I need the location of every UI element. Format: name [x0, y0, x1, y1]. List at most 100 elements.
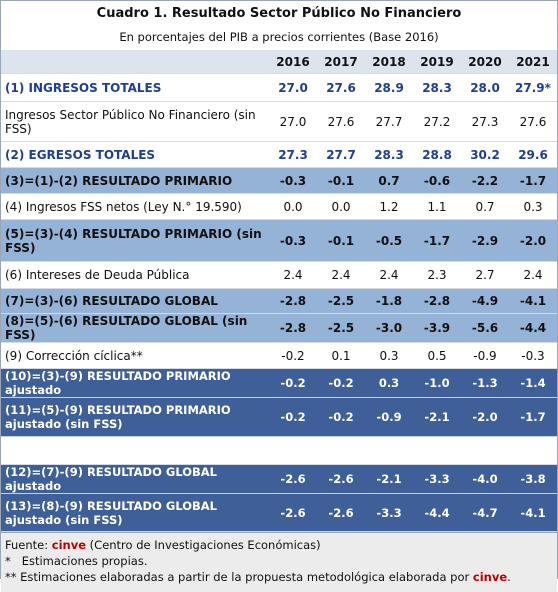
row-label: (6) Intereses de Deuda Pública [1, 261, 269, 289]
row: (4) Ingresos FSS netos (Ley N.° 19.590) 0… [1, 193, 557, 220]
cell: -2.2 [461, 167, 509, 194]
cell: -2.6 [317, 464, 365, 494]
cell: 28.0 [461, 73, 509, 102]
column-header: 2016 [269, 50, 317, 74]
column-header: 2019 [413, 50, 461, 74]
cell: 27.6 [317, 73, 365, 102]
cell: -1.7 [509, 167, 557, 194]
cell: -2.8 [413, 288, 461, 314]
row-label: (12)=(7)-(9) RESULTADO GLOBAL ajustado [1, 464, 269, 494]
row-label: (5)=(3)-(4) RESULTADO PRIMARIO (sin FSS) [1, 219, 269, 262]
cell: -2.8 [269, 313, 317, 343]
cell: 28.8 [413, 141, 461, 168]
cell: -2.9 [461, 219, 509, 262]
cell: -2.0 [461, 397, 509, 437]
cell: -4.4 [413, 493, 461, 532]
row: (8)=(5)-(6) RESULTADO GLOBAL (sin FSS) -2… [1, 313, 557, 343]
cell: 28.9 [365, 73, 413, 102]
cell: -2.0 [509, 219, 557, 262]
cell: -3.8 [509, 464, 557, 494]
cell: -0.5 [365, 219, 413, 262]
row: (5)=(3)-(4) RESULTADO PRIMARIO (sin FSS)… [1, 219, 557, 262]
cell: -2.6 [317, 493, 365, 532]
cell: -3.9 [413, 313, 461, 343]
row-label: (11)=(5)-(9) RESULTADO PRIMARIO ajustado… [1, 397, 269, 437]
cell: -4.9 [461, 288, 509, 314]
cell: 0.7 [365, 167, 413, 194]
row-label: (1) INGRESOS TOTALES [1, 73, 269, 102]
cell: -3.3 [365, 493, 413, 532]
row: (11)=(5)-(9) RESULTADO PRIMARIO ajustado… [1, 397, 557, 437]
cell: 2.7 [461, 261, 509, 289]
row: (12)=(7)-(9) RESULTADO GLOBAL ajustado -2… [1, 464, 557, 494]
cell: -2.6 [269, 493, 317, 532]
cell: -1.3 [461, 368, 509, 398]
cell: 2.4 [317, 261, 365, 289]
cell: -2.8 [269, 288, 317, 314]
text: (Centro de Investigaciones Económicas) [86, 538, 321, 552]
note: * Estimaciones propias. [5, 554, 148, 568]
cell: 2.4 [509, 261, 557, 289]
title: Cuadro 1. Resultado Sector Público No Fi… [96, 6, 462, 21]
row-label: (9) Corrección cíclica** [1, 342, 269, 369]
cell: -1.4 [509, 368, 557, 398]
row-label: Ingresos Sector Público No Financiero (s… [1, 101, 269, 142]
cell: 27.2 [413, 101, 461, 142]
cell: -2.5 [317, 313, 365, 343]
cell: -2.6 [269, 464, 317, 494]
cell: 27.6 [317, 101, 365, 142]
cell: 30.2 [461, 141, 509, 168]
org: cinve [472, 570, 508, 584]
row: (1) INGRESOS TOTALES 27.0 27.6 28.9 28.3 28.0… [1, 73, 557, 102]
cell: -4.0 [461, 464, 509, 494]
cell: -3.0 [365, 313, 413, 343]
cell: 0.7 [461, 193, 509, 220]
cell: -0.3 [269, 219, 317, 262]
cell: -2.5 [317, 288, 365, 314]
corner [1, 50, 269, 74]
cell: 27.7 [317, 141, 365, 168]
row: (6) Intereses de Deuda Pública 2.4 2.4 2.4 2… [1, 261, 557, 289]
cell: 2.4 [269, 261, 317, 289]
cell: -4.1 [509, 288, 557, 314]
cell: 28.3 [413, 73, 461, 102]
row-label: (3)=(1)-(2) RESULTADO PRIMARIO [1, 167, 269, 194]
column-header: 2018 [365, 50, 413, 74]
cell: -2.1 [413, 397, 461, 437]
cell: 29.6 [509, 141, 557, 168]
cell: -4.1 [509, 493, 557, 532]
column-header: 2021 [509, 50, 557, 74]
cell: 27.6 [509, 101, 557, 142]
cell: 27.3 [461, 101, 509, 142]
row-label: (10)=(3)-(9) RESULTADO PRIMARIO ajustado [1, 368, 269, 398]
cell: -4.4 [509, 313, 557, 343]
cell: 2.4 [365, 261, 413, 289]
column-header: 2017 [317, 50, 365, 74]
cell: -2.1 [365, 464, 413, 494]
cell: 27.0 [269, 101, 317, 142]
cell: -0.9 [461, 342, 509, 369]
cell: 1.1 [413, 193, 461, 220]
cell: 0.3 [365, 368, 413, 398]
cell: 0.0 [269, 193, 317, 220]
cell: -0.2 [317, 397, 365, 437]
row-label: (7)=(3)-(6) RESULTADO GLOBAL [1, 288, 269, 314]
text: ** Estimaciones elaboradas a partir de l… [5, 570, 473, 584]
row-label: (8)=(5)-(6) RESULTADO GLOBAL (sin FSS) [1, 313, 269, 343]
cell: -0.2 [317, 368, 365, 398]
data-table: 2016 2017 2018 2019 2020 2021 (1) INGRESOS TOT… [1, 50, 557, 532]
row-label: (2) EGRESOS TOTALES [1, 141, 269, 168]
text: Fuente: [5, 538, 52, 552]
org: cinve [51, 538, 87, 552]
cell: 28.3 [365, 141, 413, 168]
cell: 27.0 [269, 73, 317, 102]
row: (13)=(8)-(9) RESULTADO GLOBAL ajustado (… [1, 493, 557, 532]
cell: -0.2 [269, 397, 317, 437]
cell: 0.3 [365, 342, 413, 369]
cell: 27.9* [509, 73, 557, 102]
spacer-row [1, 436, 557, 465]
cell: -1.7 [509, 397, 557, 437]
cell: -0.3 [269, 167, 317, 194]
cell: -3.3 [413, 464, 461, 494]
